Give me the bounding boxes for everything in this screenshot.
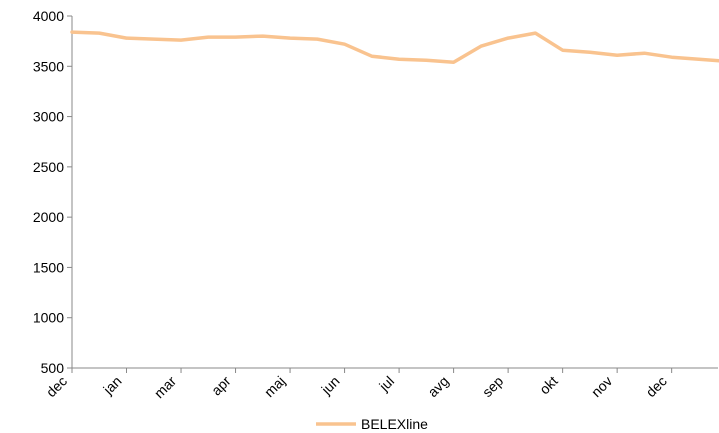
axes — [71, 16, 718, 369]
x-tick-label: jan — [99, 373, 124, 398]
x-axis-ticks: dec jan mar apr maj jun jul avg sep okt nov dec — [43, 368, 673, 402]
series-group — [70, 30, 719, 65]
x-tick-label: mar — [151, 373, 180, 402]
x-tick-label: apr — [208, 373, 234, 399]
x-tick-label: sep — [479, 373, 506, 400]
legend-label: BELEXline — [361, 416, 428, 432]
y-axis-ticks: 500 1000 1500 2000 2500 3000 3500 4000 — [33, 8, 72, 376]
series-line — [70, 30, 719, 65]
x-tick-label: jun — [317, 373, 342, 398]
y-tick-label: 500 — [41, 360, 65, 376]
y-tick-label: 2000 — [33, 209, 64, 225]
x-tick-label: nov — [588, 373, 615, 400]
y-tick-label: 4000 — [33, 8, 64, 24]
y-tick-label: 3000 — [33, 109, 64, 125]
y-tick-label: 2500 — [33, 159, 64, 175]
x-tick-label: dec — [643, 373, 670, 400]
x-tick-label: okt — [536, 373, 561, 398]
x-tick-label: maj — [261, 373, 288, 400]
x-tick-label: avg — [424, 373, 451, 400]
y-tick-label: 1500 — [33, 259, 64, 275]
y-tick-label: 3500 — [33, 58, 64, 74]
x-tick-label: dec — [43, 373, 70, 400]
y-tick-label: 1000 — [33, 310, 64, 326]
legend: BELEXline — [316, 416, 428, 432]
x-tick-label: jul — [375, 373, 397, 395]
